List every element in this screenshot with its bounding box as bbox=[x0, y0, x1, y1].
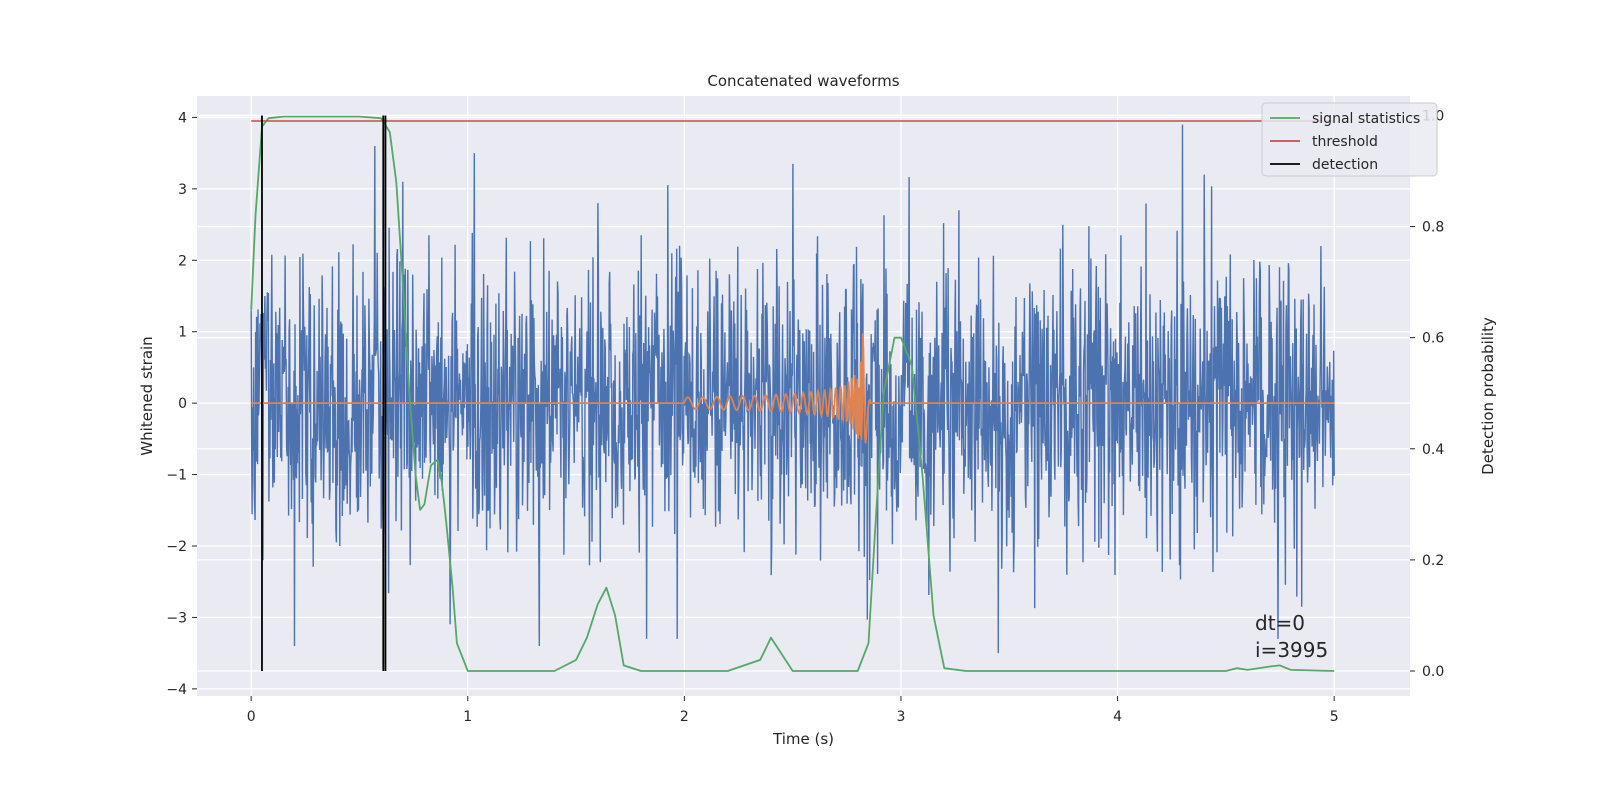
y2-tick-label: 0.8 bbox=[1422, 220, 1444, 236]
y-tick-label: 4 bbox=[178, 110, 187, 126]
signal-statistics-series bbox=[250, 115, 1335, 672]
detection-series bbox=[261, 115, 387, 671]
y-tick-label: −4 bbox=[166, 682, 187, 698]
y2-tick-label: 0.0 bbox=[1422, 664, 1444, 680]
y2-axis-label: Detection probability bbox=[1479, 317, 1497, 475]
template-line bbox=[251, 333, 1335, 444]
legend-box bbox=[1261, 102, 1438, 177]
y-tick-label: 0 bbox=[178, 396, 187, 412]
strain-series bbox=[250, 124, 1335, 654]
legend-label-detection: detection bbox=[1312, 157, 1378, 173]
x-tick-label: 3 bbox=[897, 709, 906, 725]
y2-tick-label: 0.2 bbox=[1422, 553, 1444, 569]
y-tick-label: 2 bbox=[178, 253, 187, 269]
chart-title: Concatenated waveforms bbox=[707, 72, 899, 90]
y-tick-label: −3 bbox=[166, 610, 187, 626]
y-tick-label: 3 bbox=[178, 182, 187, 198]
x-tick-label: 0 bbox=[247, 709, 256, 725]
x-axis-label: Time (s) bbox=[772, 730, 834, 748]
x-tick-label: 2 bbox=[680, 709, 689, 725]
legend: signal statistics threshold detection bbox=[1261, 102, 1438, 177]
legend-label-threshold: threshold bbox=[1312, 134, 1378, 150]
legend-label-signal-statistics: signal statistics bbox=[1312, 111, 1420, 127]
x-tick-label: 5 bbox=[1330, 709, 1339, 725]
y-axis-label: Whitened strain bbox=[138, 336, 156, 455]
x-tick-label: 1 bbox=[463, 709, 472, 725]
template-series bbox=[251, 333, 1335, 444]
y2-tick-label: 0.6 bbox=[1422, 331, 1444, 347]
y-tick-label: −1 bbox=[166, 468, 187, 484]
annotation-dt: dt=0 bbox=[1255, 611, 1305, 635]
y-tick-label: 1 bbox=[178, 325, 187, 341]
y2-tick-label: 0.4 bbox=[1422, 442, 1444, 458]
x-tick-label: 4 bbox=[1113, 709, 1122, 725]
annotation-index: i=3995 bbox=[1255, 638, 1328, 662]
y-tick-label: −2 bbox=[166, 539, 187, 555]
strain-line bbox=[250, 124, 1335, 654]
signal-statistics-line bbox=[250, 115, 1335, 672]
